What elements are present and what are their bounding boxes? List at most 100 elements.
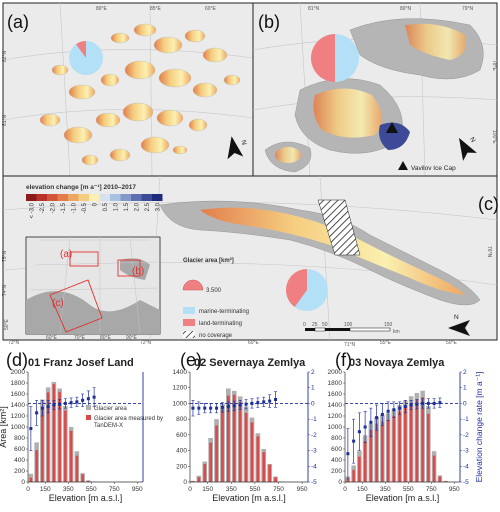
graticule-label: 78°E — [491, 60, 497, 72]
bar-tandem-area — [358, 457, 361, 482]
elevation-change-point — [87, 397, 90, 400]
x-tick-label: 350 — [380, 486, 391, 493]
y-tick-label: 1800 — [328, 380, 343, 387]
x-tick-label: 950 — [297, 486, 308, 493]
elevation-change-point — [438, 401, 441, 404]
graticule-label: 70°E — [74, 335, 86, 341]
svg-text:km: km — [393, 329, 400, 335]
elevation-change-point — [227, 405, 230, 408]
graticule-label: 76°N — [486, 246, 492, 258]
bar-tandem-area — [347, 479, 350, 482]
elevation-change-point — [81, 399, 84, 402]
inset-map: (a) (b) (c) 50°E 60°E 70°E 80°E 90°E — [4, 237, 160, 341]
map-panel-b: (b) 81°N 80°N 79°N 78°E 100°E Vavilov Ic… — [253, 3, 497, 176]
panel-label-b: (b) — [258, 12, 280, 32]
graticule-label: 50°E — [4, 318, 10, 330]
bar-tandem-area — [439, 477, 442, 483]
legend-label: Glacier area — [94, 406, 127, 412]
elevation-change-point — [47, 405, 50, 408]
bar-tandem-area — [393, 416, 396, 482]
chart-3: 0200400600800100012001400160018002000-5-… — [328, 350, 484, 503]
y-tick-label: 0 — [183, 479, 187, 486]
x-tick-label: 750 — [273, 486, 284, 493]
colorbar-tick: -2.5 — [40, 202, 46, 213]
bar-tandem-area — [76, 456, 79, 482]
y-tick-label: 1000 — [173, 400, 188, 407]
elevation-change-point — [233, 404, 236, 407]
y-tick-label: 400 — [176, 448, 187, 455]
elevation-change-point — [245, 403, 248, 406]
y-tick-label: 1000 — [11, 424, 26, 431]
legend-land-swatch — [183, 319, 195, 326]
colorbar-title: elevation change [m a⁻¹] 2010–2017 — [26, 184, 136, 191]
graticule-label: 55°E — [380, 340, 392, 346]
elevation-change-point — [433, 402, 436, 405]
bar-tandem-area — [262, 452, 265, 482]
x-tick-label: 750 — [109, 486, 120, 493]
graticule-label: 60°E — [46, 335, 58, 341]
y-tick-label: 1400 — [11, 402, 26, 409]
svg-text:25: 25 — [312, 322, 318, 328]
x-tick-label: 150 — [202, 486, 213, 493]
bar-tandem-area — [215, 425, 218, 482]
x-tick-label: 0 — [343, 486, 347, 493]
svg-text:50: 50 — [322, 322, 328, 328]
colorbar-swatch — [142, 194, 153, 201]
pie-novaya — [286, 269, 328, 311]
graticule-label: 82°N — [2, 50, 8, 62]
bar-tandem-area — [370, 430, 373, 482]
y-tick-label: 1200 — [328, 413, 343, 420]
elevation-change-point — [268, 400, 271, 403]
legend-swatch — [86, 405, 91, 410]
colorbar-swatch — [26, 194, 37, 201]
x-tick-label: 350 — [226, 486, 237, 493]
x-tick-label: 950 — [449, 486, 460, 493]
colorbar-tick: -0.5 — [82, 202, 88, 213]
svg-text:150: 150 — [384, 322, 393, 328]
colorbar-swatch — [152, 194, 163, 201]
y-right-tick-label: 1 — [311, 385, 315, 392]
elevation-change-point — [52, 404, 55, 407]
y-tick-label: 1800 — [11, 380, 26, 387]
bar-tandem-area — [251, 422, 254, 482]
y-right-tick-label: 2 — [463, 369, 467, 376]
bar-tandem-area — [398, 412, 401, 482]
svg-text:N: N — [454, 314, 459, 321]
elevation-change-point — [75, 400, 78, 403]
y-tick-label: 1000 — [328, 424, 343, 431]
inset-label-a: (a) — [60, 249, 72, 260]
x-axis-label: Elevation [m a.s.l.] — [366, 493, 440, 503]
elevation-change-point — [41, 407, 44, 410]
colorbar-swatch — [89, 194, 100, 201]
bar-tandem-area — [53, 384, 56, 482]
legend-label: Glacier area measured by — [94, 416, 163, 422]
elevation-change-point — [64, 402, 67, 405]
elevation-change-point — [427, 402, 430, 405]
y-right-tick-label: -4 — [311, 463, 317, 470]
y-tick-label: 200 — [14, 468, 25, 475]
colorbar-tick: 2.5 — [145, 202, 151, 211]
bar-tandem-area — [221, 409, 224, 482]
colorbar-swatch — [68, 194, 79, 201]
y-tick-label: 800 — [176, 416, 187, 423]
y-right-tick-label: 0 — [311, 400, 315, 407]
y-right-tick-label: 1 — [463, 385, 467, 392]
elevation-change-point — [191, 407, 194, 410]
x-tick-label: 550 — [403, 486, 414, 493]
legend-nocov-label: no coverage — [199, 333, 233, 339]
y-tick-label: 800 — [331, 435, 342, 442]
colorbar-swatch — [58, 194, 69, 201]
y-right-tick-label: -4 — [463, 463, 469, 470]
elevation-change-point — [410, 404, 413, 407]
y-right-tick-label: 0 — [463, 400, 467, 407]
colorbar-swatch — [79, 194, 90, 201]
elevation-change-point — [209, 407, 212, 410]
y-tick-label: 0 — [21, 479, 25, 486]
colorbar-tick: < -3.0 — [29, 202, 35, 218]
graticule-label: 80°E — [96, 6, 108, 12]
x-tick-label: 0 — [188, 486, 192, 493]
bar-tandem-area — [245, 413, 248, 482]
colorbar-swatch — [131, 194, 142, 201]
